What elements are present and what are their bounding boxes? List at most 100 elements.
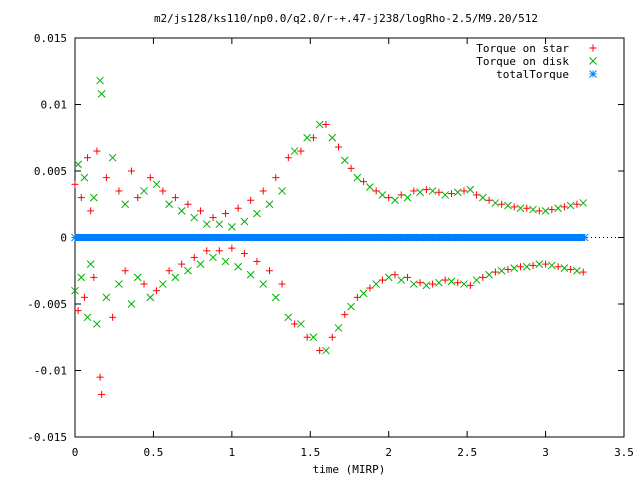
legend-marker [589,44,597,52]
data-point [180,233,189,242]
data-point [247,196,255,204]
data-point [149,233,158,242]
data-point [177,207,186,215]
data-point [416,279,424,287]
data-point [491,268,499,276]
data-point [228,223,236,231]
data-point [353,233,362,242]
data-point [548,206,556,214]
data-point [228,233,236,242]
x-tick-label: 2.5 [457,446,477,459]
data-point [454,279,462,287]
data-point [171,273,180,282]
data-point [102,293,111,302]
data-point [86,233,95,242]
data-point [347,164,355,172]
data-point [272,174,280,182]
data-point [535,207,543,215]
y-tick-label: -0.01 [34,365,67,378]
data-point [196,260,205,268]
data-point [447,277,456,286]
y-tick-label: -0.015 [27,431,67,444]
data-point [315,120,324,129]
data-point [96,76,104,85]
data-point [384,273,393,282]
data-point [372,187,380,195]
data-point [80,293,88,301]
data-point [259,233,268,242]
legend-marker [589,70,597,78]
data-point [397,276,406,284]
data-point [391,196,399,205]
data-point [93,320,101,328]
data-point [89,193,98,202]
data-point [366,183,374,191]
data-point [212,233,221,242]
data-point [86,260,95,268]
data-point [83,313,92,322]
data-point [158,280,167,288]
data-point [485,270,493,279]
data-point [234,262,242,271]
data-point [202,220,211,229]
data-point [153,287,161,295]
data-point [209,214,217,222]
data-point [384,233,393,242]
data-point [306,233,315,242]
data-point [127,300,136,308]
data-point [554,204,562,213]
data-point [372,280,381,288]
data-point [341,311,349,319]
data-point [554,263,562,271]
data-point [121,200,130,209]
data-point [547,261,556,270]
data-point [435,278,443,287]
data-point [429,280,437,288]
data-point [74,307,82,315]
data-point [90,273,98,281]
data-point [196,233,205,242]
data-point [203,247,211,255]
data-point [447,233,456,242]
legend-marker [589,57,597,65]
data-point [278,187,286,195]
data-point [541,233,550,242]
data-point [366,284,374,292]
data-point [522,262,531,271]
x-tick-label: 2 [385,446,392,459]
data-point [133,233,142,242]
data-point [410,187,418,195]
x-tick-label: 3 [542,446,549,459]
data-point [334,324,343,332]
data-point [109,313,117,321]
data-point [504,201,512,210]
data-point [360,178,368,186]
data-point [416,233,424,242]
data-point [478,193,487,202]
data-point [171,194,179,202]
x-tick-label: 1 [229,446,236,459]
data-point [284,313,293,322]
x-axis: 0 0.5 1 1.5 2 2.5 3 3.5 [72,38,634,459]
y-tick-label: 0.015 [34,32,67,45]
data-point [447,190,455,198]
data-point [303,133,312,142]
data-point [178,260,186,268]
data-point [184,200,192,208]
data-point [385,194,393,202]
data-point [98,390,106,398]
data-point [541,207,550,215]
data-point [335,143,343,151]
series-totaltorque [71,233,589,242]
x-tick-label: 0.5 [143,446,163,459]
data-point [504,265,512,273]
data-point [435,188,443,196]
data-point [409,280,418,288]
data-point [146,174,154,182]
data-point [102,233,111,242]
data-point [567,265,575,273]
data-point [353,293,361,301]
data-point [159,187,167,195]
